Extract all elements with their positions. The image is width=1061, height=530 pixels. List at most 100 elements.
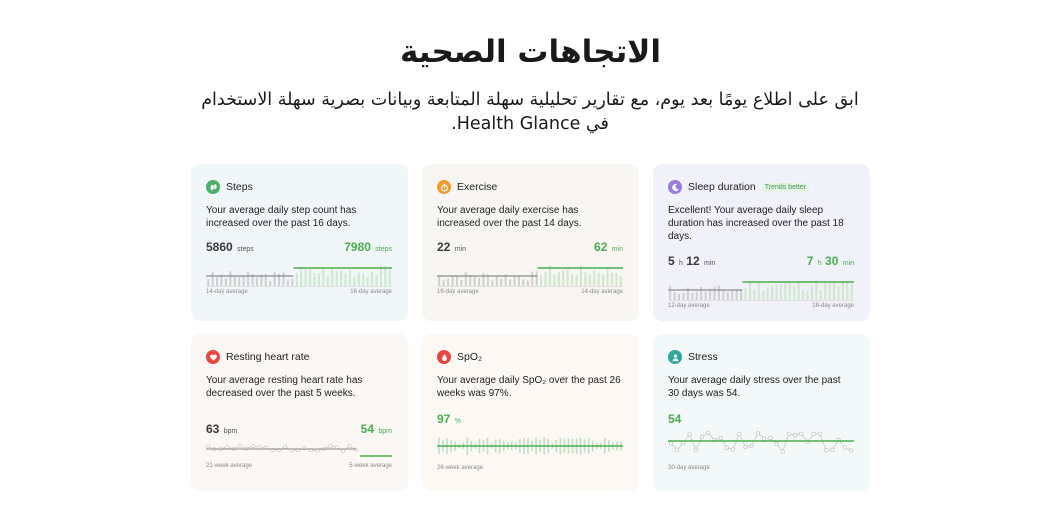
spo2-chart: 97 % 26-week average <box>437 412 623 471</box>
chart-bar <box>331 268 334 287</box>
subtitle-end: . <box>451 114 457 134</box>
value-number: 63 <box>206 422 220 436</box>
chart-bar <box>313 272 316 287</box>
card-title: Steps <box>226 181 253 193</box>
page-subtitle: ابق على اطلاع يومًا بعد يوم، مع تقارير ت… <box>190 88 870 136</box>
card-header: Resting heart rate <box>206 350 392 364</box>
chart-bar <box>273 272 276 287</box>
average-value: 97 % <box>437 412 461 426</box>
previous-average-label: 16-day average <box>437 289 479 295</box>
data-point <box>786 431 791 436</box>
chart-bar <box>291 278 294 287</box>
stress-card[interactable]: Stress Your average daily stress over th… <box>653 334 870 491</box>
exercise-card[interactable]: Exercise Your average daily exercise has… <box>422 164 639 321</box>
chart-bar <box>371 271 374 287</box>
current-average-label: 5-week average <box>349 463 392 469</box>
chart-bar <box>571 273 574 287</box>
chart-bar <box>771 285 774 301</box>
chart-bar <box>757 281 760 301</box>
data-point <box>341 448 346 453</box>
steps-card[interactable]: Steps Your average daily step count has … <box>191 164 408 321</box>
chart-bar <box>388 270 391 287</box>
data-point <box>687 432 692 437</box>
chart-bar <box>455 275 458 287</box>
chart-bar <box>447 278 450 287</box>
chart-bar <box>335 270 338 287</box>
chart-bar <box>304 269 307 287</box>
chart-bar <box>686 287 689 301</box>
chart-bar <box>713 286 716 301</box>
stopwatch-icon <box>437 180 451 194</box>
data-point <box>718 436 723 441</box>
resting-heart-rate-card[interactable]: Resting heart rate Your average resting … <box>191 334 408 491</box>
current-average-label: 18-day average <box>812 303 854 309</box>
data-point <box>755 431 760 436</box>
chart-bar <box>486 274 489 287</box>
chart-bar <box>384 266 387 287</box>
chart-bar <box>553 274 556 287</box>
value-number: 97 <box>437 412 451 426</box>
card-description: Your average daily exercise has increase… <box>437 205 582 229</box>
chart-bar <box>473 276 476 287</box>
chart-bar <box>442 279 445 287</box>
chart-bar <box>740 289 743 301</box>
chart-bar <box>682 292 685 301</box>
data-point <box>830 447 835 452</box>
data-point <box>251 444 255 449</box>
data-point <box>731 447 736 452</box>
chart-bar <box>495 276 498 287</box>
chart-bar <box>797 280 800 301</box>
chart-bar <box>779 283 782 301</box>
chart-bar <box>469 275 472 287</box>
chart-bar <box>216 277 219 287</box>
sleep-duration-card[interactable]: Sleep duration Trends better Excellent! … <box>653 164 870 321</box>
chart-bar <box>348 270 351 287</box>
value-unit: min <box>611 246 623 253</box>
chart-bar <box>722 289 725 301</box>
card-description: Your average daily step count has increa… <box>206 205 357 229</box>
chart-bar <box>566 268 569 287</box>
chart-bar <box>242 276 245 287</box>
value-number: 54 <box>668 412 682 426</box>
chart-bar <box>850 283 853 301</box>
data-point <box>768 435 773 440</box>
exercise-chart: 22 min 62 min 16-day average 14-day aver… <box>437 240 623 295</box>
value-hours: 5 <box>668 254 675 268</box>
chart-bar <box>717 285 720 301</box>
subtitle-brand: Health Glance <box>456 114 581 134</box>
value-number: 54 <box>360 422 375 436</box>
chart-bar <box>379 265 382 287</box>
chart-bar <box>602 275 605 287</box>
data-point <box>817 431 823 436</box>
blood-drop-icon <box>437 350 451 364</box>
card-header: Exercise <box>437 180 623 194</box>
chart-bar <box>460 280 463 287</box>
card-title: Sleep duration <box>688 181 756 193</box>
chart-bar <box>438 275 441 287</box>
chart-bar <box>238 277 241 287</box>
chart-bar <box>735 290 738 301</box>
data-point <box>347 443 352 448</box>
trend-line <box>670 432 852 453</box>
value-unit: % <box>454 418 461 425</box>
chart-bar <box>793 286 796 301</box>
chart-bar <box>247 271 250 287</box>
data-point <box>793 432 798 437</box>
card-header: Steps <box>206 180 392 194</box>
subtitle-text: ابق على اطلاع يومًا بعد يوم، مع تقارير ت… <box>201 90 859 134</box>
chart-bar <box>610 272 613 287</box>
chart-bar <box>700 286 703 301</box>
card-title: SpO₂ <box>457 351 483 363</box>
chart-bar <box>340 270 343 287</box>
data-point <box>824 448 829 453</box>
previous-average-label: 21-week average <box>206 463 253 469</box>
chart-bar <box>300 266 303 287</box>
spo2-card[interactable]: SpO₂ Your average daily SpO₂ over the pa… <box>422 334 639 491</box>
value-unit: bpm <box>378 428 392 435</box>
chart-bar <box>451 276 454 287</box>
card-title: Resting heart rate <box>226 351 310 363</box>
chart-bar <box>500 278 503 287</box>
chart-bar <box>593 270 596 287</box>
data-point <box>675 447 680 452</box>
chart-bar <box>317 273 320 287</box>
